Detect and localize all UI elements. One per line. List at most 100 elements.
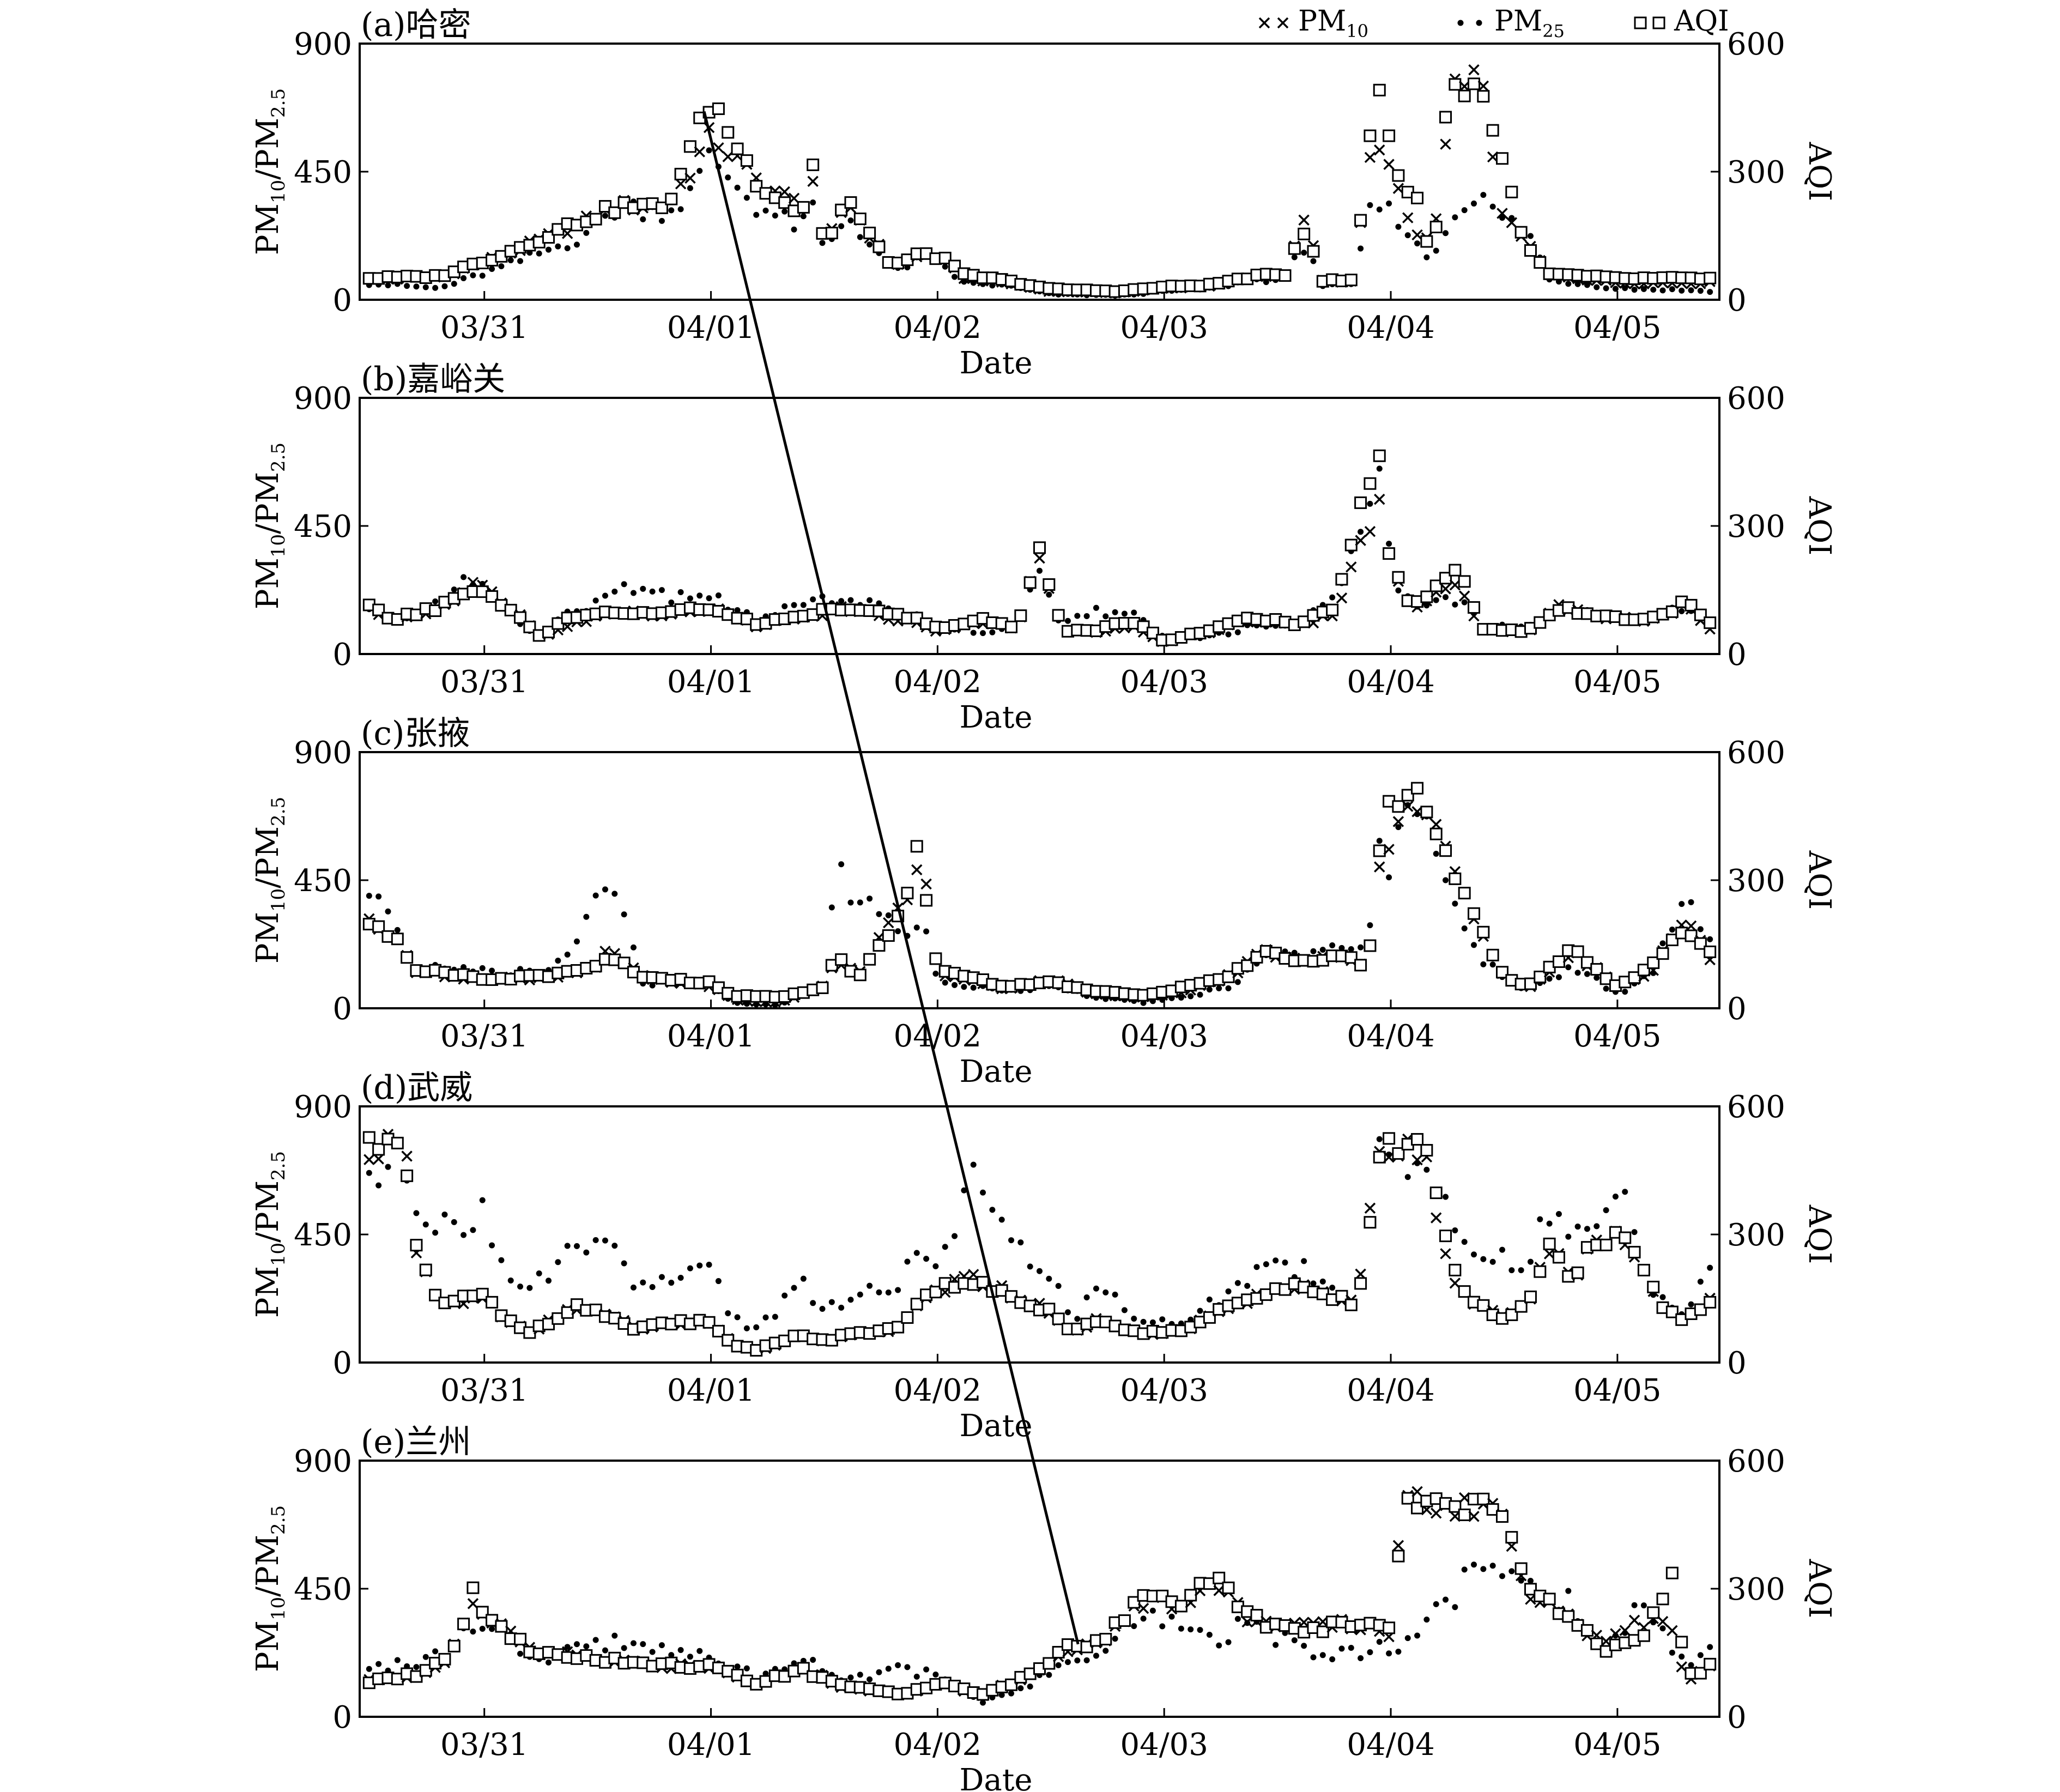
- point-aqi: [1599, 1238, 1613, 1251]
- point-aqi: [1250, 1609, 1263, 1622]
- point-pm25: [1017, 1239, 1024, 1246]
- point-aqi: [457, 1618, 470, 1631]
- legend-entry-pm10: PM10: [1258, 5, 1368, 41]
- point-pm25: [507, 257, 514, 264]
- point-pm25: [989, 629, 996, 635]
- point-pm25: [1225, 1288, 1232, 1294]
- point-pm25: [574, 241, 580, 248]
- point-pm25: [640, 1279, 646, 1286]
- point-pm10: [1374, 493, 1385, 505]
- point-pm10: [713, 142, 724, 154]
- point-pm25: [621, 911, 627, 918]
- point-aqi: [1477, 90, 1490, 103]
- point-pm25: [1395, 1649, 1402, 1655]
- point-aqi: [665, 192, 678, 205]
- point-aqi: [1023, 576, 1037, 589]
- point-aqi: [362, 1131, 375, 1144]
- y-left-axis-label: PM10/PM2.5: [250, 1505, 289, 1672]
- point-aqi: [1514, 1562, 1528, 1575]
- point-pm25: [1386, 1151, 1392, 1158]
- point-aqi: [504, 1314, 517, 1327]
- point-pm25: [753, 211, 760, 218]
- y-right-axis-label: AQI: [1802, 496, 1837, 555]
- point-pm25: [1282, 1260, 1288, 1266]
- point-aqi: [1505, 1308, 1518, 1321]
- point-aqi: [1420, 806, 1433, 819]
- point-pm25: [1707, 289, 1713, 295]
- point-pm25: [1707, 1644, 1713, 1650]
- point-aqi: [1637, 1629, 1650, 1642]
- point-pm25: [602, 592, 608, 599]
- point-pm25: [1679, 287, 1685, 294]
- point-pm25: [375, 1661, 382, 1667]
- point-pm25: [611, 1632, 618, 1639]
- point-aqi: [863, 226, 876, 239]
- point-aqi: [1364, 477, 1377, 490]
- point-aqi: [1383, 547, 1396, 560]
- point-pm25: [1480, 961, 1487, 967]
- point-pm25: [1527, 233, 1534, 239]
- point-pm25: [725, 174, 731, 181]
- point-pm25: [1452, 214, 1458, 221]
- point-pm25: [1367, 500, 1373, 507]
- point-pm25: [1414, 1160, 1421, 1166]
- point-pm25: [885, 912, 892, 918]
- point-aqi: [1392, 1147, 1405, 1160]
- point-aqi: [750, 180, 763, 193]
- point-pm25: [743, 195, 750, 201]
- point-pm25: [1319, 947, 1326, 953]
- point-aqi: [1571, 945, 1584, 958]
- point-aqi: [1552, 955, 1565, 968]
- point-aqi: [1354, 1277, 1367, 1290]
- point-pm25: [422, 1221, 429, 1228]
- point-pm25: [1358, 1655, 1364, 1661]
- point-pm25: [867, 1282, 873, 1289]
- point-pm10: [1411, 1154, 1423, 1166]
- point-pm25: [1443, 230, 1449, 237]
- point-aqi: [589, 960, 602, 973]
- point-pm10: [1506, 217, 1518, 228]
- point-pm25: [1376, 1136, 1383, 1142]
- point-aqi: [1495, 1510, 1508, 1523]
- point-aqi: [476, 1287, 489, 1300]
- point-pm25: [1197, 991, 1203, 998]
- point-aqi: [410, 608, 423, 621]
- point-pm25: [1697, 926, 1704, 933]
- point-aqi: [429, 1288, 442, 1301]
- point-pm25: [800, 602, 807, 608]
- point-pm25: [838, 1304, 845, 1311]
- point-pm25: [1348, 946, 1354, 953]
- point-pm25: [1404, 1635, 1411, 1642]
- point-pm25: [1404, 1174, 1411, 1180]
- point-aqi: [1665, 934, 1679, 947]
- point-pm25: [1443, 877, 1449, 883]
- legend-label-pm25: PM25: [1494, 5, 1565, 41]
- point-pm25: [1310, 948, 1317, 954]
- panel-title: (b)嘉峪关: [361, 360, 505, 398]
- point-aqi: [1052, 1312, 1065, 1325]
- point-aqi: [1373, 449, 1386, 462]
- point-pm25: [1310, 258, 1317, 264]
- point-pm25: [555, 958, 561, 964]
- point-pm25: [1206, 1296, 1213, 1303]
- point-pm25: [640, 216, 646, 222]
- point-pm25: [1508, 1267, 1515, 1274]
- point-pm25: [479, 1197, 486, 1203]
- point-pm25: [1121, 1307, 1128, 1313]
- point-pm10: [1402, 212, 1414, 223]
- point-pm25: [1112, 1291, 1118, 1298]
- panel-title: (a)哈密: [361, 6, 471, 44]
- y-right-tick-label: 300: [1727, 1218, 1785, 1253]
- point-pm10: [1034, 552, 1045, 564]
- point-pm25: [1631, 287, 1638, 293]
- point-aqi: [1373, 83, 1386, 96]
- point-aqi: [1420, 235, 1433, 248]
- point-aqi: [1307, 245, 1320, 258]
- y-left-tick-label: 0: [332, 637, 352, 673]
- point-aqi: [542, 626, 555, 639]
- point-pm25: [980, 630, 986, 637]
- point-pm25: [461, 275, 467, 281]
- point-pm25: [1140, 1318, 1147, 1325]
- point-pm25: [1074, 613, 1081, 619]
- point-pm25: [1310, 1280, 1317, 1287]
